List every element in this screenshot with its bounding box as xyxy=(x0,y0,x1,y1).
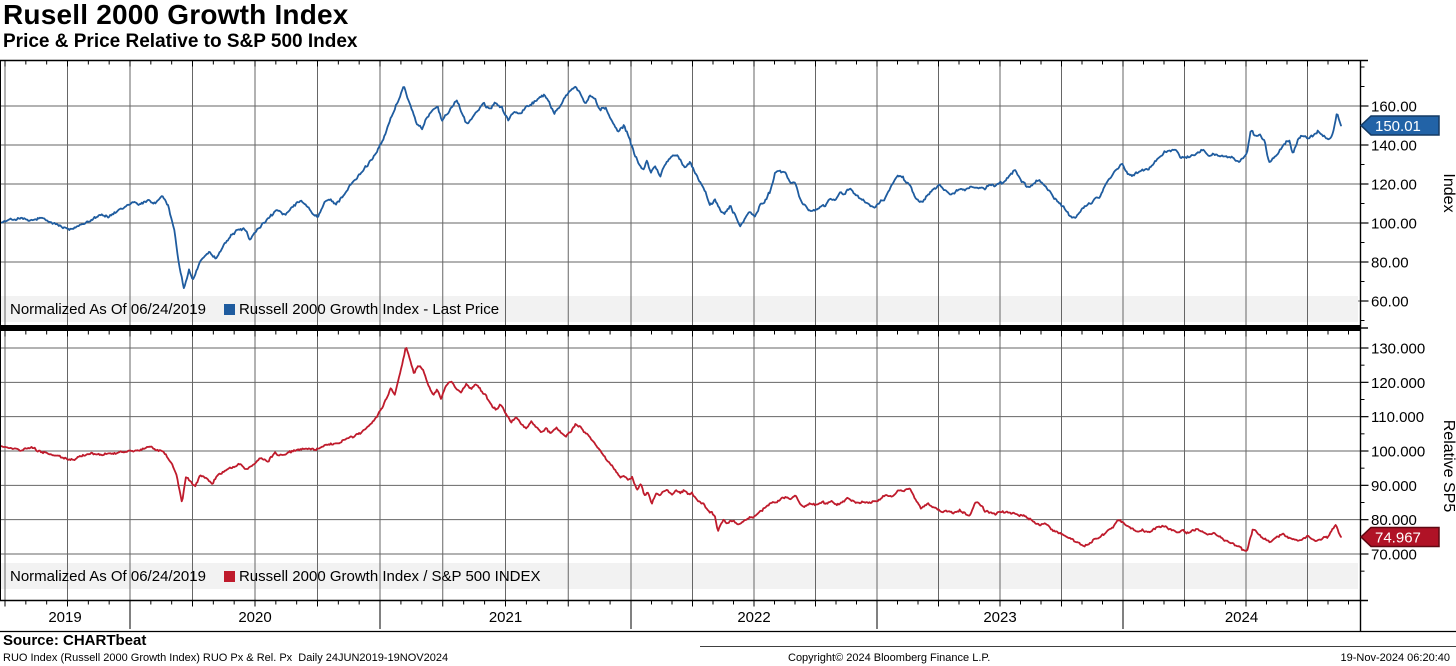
legend-relative-panel: Normalized As Of 06/24/2019 Russell 2000… xyxy=(2,563,1358,589)
chart-borders xyxy=(0,59,1456,647)
y-tick-label: 120.000 xyxy=(1371,375,1425,392)
svg-text:Index: Index xyxy=(1440,173,1456,212)
chart-description: RUO Index (Russell 2000 Growth Index) RU… xyxy=(3,652,449,664)
y-tick-label: 110.000 xyxy=(1371,409,1424,426)
normalized-as-of-label: Normalized As Of 06/24/2019 xyxy=(10,300,206,318)
y-tick-label: 80.000 xyxy=(1371,512,1417,529)
year-label: 2024 xyxy=(1225,609,1258,626)
y-tick-label: 70.000 xyxy=(1371,547,1417,564)
page-title: Rusell 2000 Growth Index xyxy=(3,0,349,30)
source-label: Source: CHARTbeat xyxy=(3,632,147,649)
chart-header: Rusell 2000 Growth Index Price & Price R… xyxy=(3,0,358,53)
price-series-label: Russell 2000 Growth Index - Last Price xyxy=(238,300,500,318)
year-label: 2023 xyxy=(983,609,1016,626)
y-tick-label: 130.000 xyxy=(1371,341,1425,358)
svg-text:Relative SP5: Relative SP5 xyxy=(1440,420,1456,513)
copyright-notice: Copyright© 2024 Bloomberg Finance L.P. xyxy=(788,652,991,664)
price-series-line xyxy=(0,85,1342,289)
year-label: 2022 xyxy=(737,609,770,626)
price-series-swatch-icon xyxy=(223,303,235,315)
year-label: 2019 xyxy=(48,609,81,626)
axis-ticks xyxy=(4,60,1369,607)
x-axis-year-labels: 2019 2020 2021 2022 2023 2024 xyxy=(48,609,1258,626)
y-tick-label: 80.00 xyxy=(1371,255,1409,272)
last-relative-badge: 74.967 xyxy=(1359,526,1440,548)
y-tick-label: 90.000 xyxy=(1371,478,1417,495)
axis-title-relative: Relative SP5 xyxy=(1440,420,1456,513)
y-tick-label: 100.000 xyxy=(1371,444,1425,461)
render-timestamp: 19-Nov-2024 06:20:40 xyxy=(1340,652,1450,664)
last-value-label: 74.967 xyxy=(1375,529,1421,546)
y-tick-label: 160.00 xyxy=(1371,99,1417,116)
normalized-as-of-label: Normalized As Of 06/24/2019 xyxy=(10,567,206,585)
last-value-label: 150.01 xyxy=(1375,118,1421,135)
y-tick-label: 100.00 xyxy=(1371,216,1417,233)
y-tick-label: 120.00 xyxy=(1371,177,1417,194)
y-axis-labels: 160.00 140.00 120.00 100.00 80.00 60.00 130.00… xyxy=(1371,99,1425,564)
y-tick-label: 60.00 xyxy=(1371,294,1409,311)
year-label: 2020 xyxy=(238,609,271,626)
axis-title-index: Index xyxy=(1440,173,1456,212)
relative-series-swatch-icon xyxy=(223,570,235,582)
y-tick-label: 140.00 xyxy=(1371,138,1417,155)
relative-series-label: Russell 2000 Growth Index / S&P 500 INDE… xyxy=(238,567,541,585)
year-label: 2021 xyxy=(489,609,522,626)
legend-price-panel: Normalized As Of 06/24/2019 Russell 2000… xyxy=(2,296,1358,322)
page-subtitle: Price & Price Relative to S&P 500 Index xyxy=(3,31,358,52)
relative-series-line xyxy=(0,347,1342,552)
last-price-badge: 150.01 xyxy=(1359,115,1440,136)
legend-bars xyxy=(1,296,1358,589)
